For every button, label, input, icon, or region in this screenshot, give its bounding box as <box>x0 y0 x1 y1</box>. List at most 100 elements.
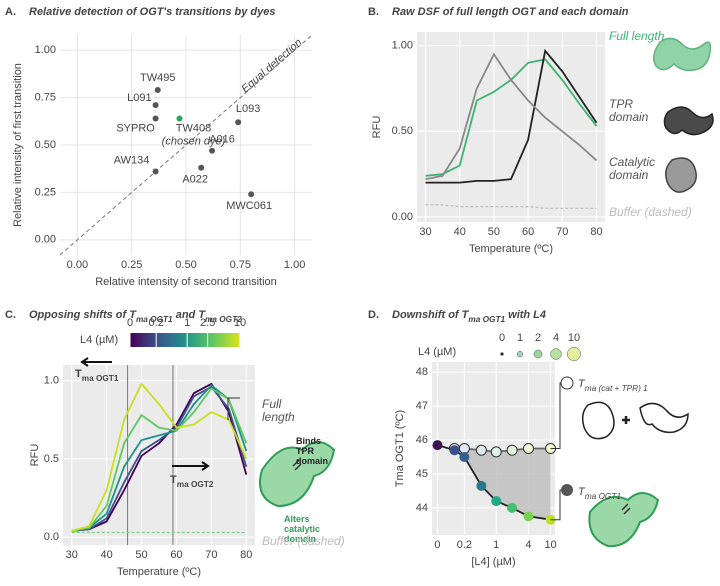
filled-point <box>476 480 487 491</box>
y-tick-label: 0.25 <box>35 186 56 198</box>
size-legend-key <box>567 347 581 361</box>
plot-background <box>417 32 605 222</box>
size-legend-label: 10 <box>568 332 580 344</box>
colorbar-label: 0 <box>127 317 133 329</box>
dye-point <box>248 191 255 198</box>
series-line <box>425 52 598 181</box>
shift-arrow <box>80 357 112 367</box>
chart-title: Opposing shifts of Tma OGT1 and Tma OGT2 <box>29 309 242 324</box>
point-label: L091 <box>127 92 151 104</box>
subscript: ma OGT2 <box>205 315 242 324</box>
x-axis-label: [L4] (µM) <box>471 556 515 568</box>
dye-point <box>154 87 161 93</box>
dye-point <box>176 115 183 122</box>
dye-point <box>235 119 242 126</box>
size-legend-label: 1 <box>517 332 523 344</box>
chart-title: Raw DSF of full length OGT and each doma… <box>392 6 629 18</box>
y-tick-label: 0.00 <box>392 211 413 223</box>
open-point <box>490 446 502 458</box>
point-note: (chosen dye) <box>162 135 226 147</box>
x-axis-label: Temperature (ºC) <box>117 566 201 578</box>
y-tick-label: 44 <box>416 502 428 514</box>
x-tick-label: 40 <box>101 549 113 561</box>
filled-point <box>523 511 534 522</box>
series-line <box>71 387 248 532</box>
symbol: T <box>462 309 470 321</box>
symbol: T <box>170 474 177 486</box>
colorbar-label: 1 <box>184 317 190 329</box>
x-tick-label: 0.25 <box>121 259 142 271</box>
y-tick-label: 46 <box>416 434 428 446</box>
x-tick-label: 10 <box>544 539 556 551</box>
series-line <box>71 385 248 532</box>
y-tick-label: 45 <box>416 468 428 480</box>
subscript: ma OGT1 <box>585 492 621 501</box>
colorbar-label: 0.2 <box>149 317 164 329</box>
y-tick-label: 1.00 <box>35 44 56 56</box>
size-legend-key <box>500 352 504 356</box>
y-axis-label: RFU <box>371 116 383 139</box>
effect-note: Alters catalytic domain <box>284 514 321 544</box>
panel-letter: B. <box>368 6 379 18</box>
ligand-cartoon-d <box>588 492 660 548</box>
x-tick-label: 50 <box>488 226 500 238</box>
legend-label: Catalytic domain <box>609 155 656 182</box>
x-tick-label: 40 <box>454 226 466 238</box>
point-label: L093 <box>236 103 260 115</box>
legend-filled <box>561 484 573 496</box>
open-point <box>475 444 487 456</box>
point-label: SYPRO <box>116 122 155 134</box>
x-tick-label: 80 <box>590 226 602 238</box>
open-point <box>506 444 518 456</box>
legend-label: Tma (cat + TPR) 1 <box>578 378 648 393</box>
symbol: T <box>578 378 586 390</box>
legend-label: Tma OGT1 <box>578 486 621 501</box>
y-tick-label: 0.5 <box>44 453 59 465</box>
x-tick-label: 60 <box>170 549 182 561</box>
symbol: T <box>129 309 137 321</box>
filled-point <box>507 502 518 513</box>
y-axis-label: RFU <box>29 444 41 467</box>
filled-point <box>491 496 502 507</box>
size-legend-label: 2 <box>535 332 541 344</box>
text-part: with L4 <box>505 309 546 321</box>
chart-title: Downshift of Tma OGT1 with L4 <box>392 309 546 324</box>
legend-label: TPR domain <box>609 97 649 124</box>
point-label: A016 <box>209 134 235 146</box>
full-length-cartoon <box>653 37 712 72</box>
y-tick-label: 1.0 <box>44 375 59 387</box>
y-tick-label: 0.0 <box>44 531 59 543</box>
series-line <box>71 382 248 532</box>
x-tick-label: 4 <box>525 539 531 551</box>
subscript: ma OGT1 <box>82 374 119 383</box>
x-tick-label: 70 <box>205 549 217 561</box>
symbol: T <box>75 368 82 380</box>
x-tick-label: 0.2 <box>457 539 472 551</box>
panel-letter: A. <box>5 6 16 18</box>
callout-line <box>227 397 240 420</box>
shift-label: Tma OGT2 <box>170 474 214 489</box>
binding-note: Binds TPR domain <box>296 436 329 466</box>
domains-cartoon-d <box>581 401 689 440</box>
filled-point <box>432 440 443 451</box>
x-tick-label: 0.75 <box>230 259 251 271</box>
x-tick-label: 0.50 <box>175 259 196 271</box>
legend-label: Full length <box>609 29 665 43</box>
size-legend-key <box>550 348 562 360</box>
shift-arrow <box>172 461 210 471</box>
y-axis-label: Relative intensity of first transition <box>12 63 24 227</box>
text-part: Downshift of <box>392 309 462 321</box>
x-tick-label: 0 <box>434 539 440 551</box>
legend-label: Buffer (dashed) <box>609 205 692 219</box>
series-line <box>425 48 598 184</box>
symbol: T <box>198 309 206 321</box>
subscript: ma OGT2 <box>177 480 214 489</box>
colorbar-label: 10 <box>234 317 246 329</box>
x-tick-label: 1 <box>493 539 499 551</box>
point-label: TW408 <box>176 122 211 134</box>
series-line <box>71 384 248 532</box>
dye-point <box>209 147 216 154</box>
plot-background <box>63 365 255 545</box>
size-legend-label: 0 <box>499 332 505 344</box>
